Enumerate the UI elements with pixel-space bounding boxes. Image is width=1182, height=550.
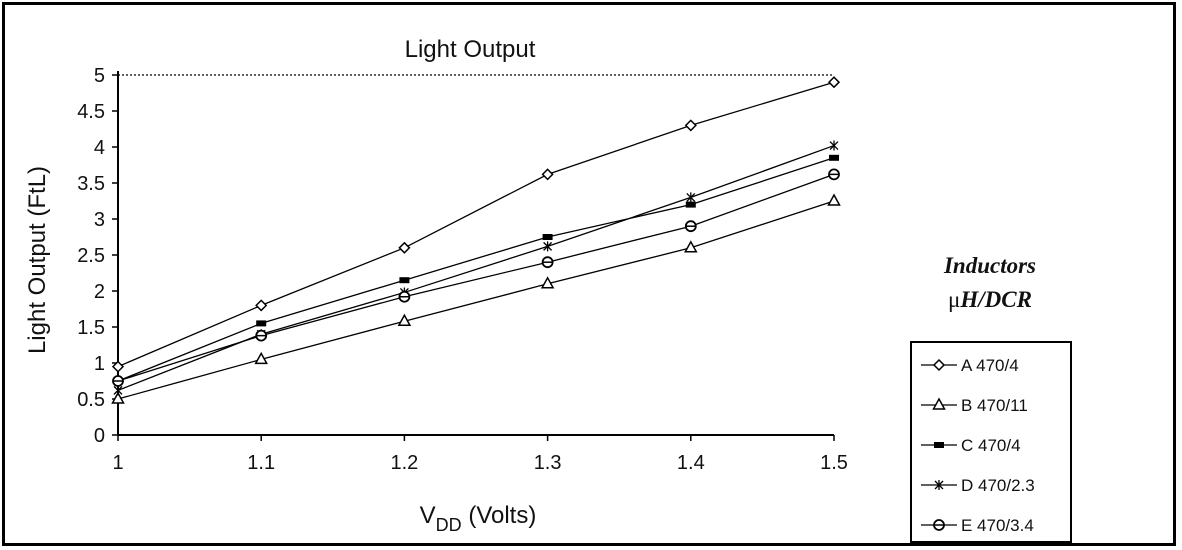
point-b <box>684 240 698 253</box>
point-c <box>256 320 267 327</box>
x-axis-label-rest: (Volts) <box>462 502 537 529</box>
point-e <box>112 375 124 387</box>
legend-label: D 470/2.3 <box>961 476 1035 495</box>
x-tick-label: 1.3 <box>534 452 562 474</box>
legend-label: C 470/4 <box>961 436 1021 455</box>
legend-marker-e <box>933 519 945 531</box>
light-output-chart: Light Output Light Output (FtL) VDD (Vol… <box>24 36 1072 543</box>
point-d <box>686 192 696 203</box>
legend-label: E 470/3.4 <box>961 516 1034 535</box>
y-tick-label: 4.5 <box>77 101 105 123</box>
series-line-d <box>117 144 835 391</box>
x-tick-label: 1.4 <box>677 452 705 474</box>
legend-marker-b <box>932 397 946 410</box>
y-tick-label: 4 <box>94 137 105 159</box>
y-tick-label: 3 <box>94 209 105 231</box>
x-axis-label-main: V <box>420 502 436 529</box>
series-line-b <box>117 200 835 400</box>
legend-label: A 470/4 <box>961 356 1019 375</box>
point-c <box>542 234 553 240</box>
y-tick-label: 0 <box>94 425 105 447</box>
y-tick-label: 3.5 <box>77 173 105 195</box>
point-d <box>543 241 553 252</box>
legend-title-line2: μH/DCR <box>948 287 1032 312</box>
point-c <box>685 201 696 208</box>
point-b <box>111 391 125 404</box>
point-a <box>398 241 411 254</box>
point-c <box>399 277 410 284</box>
axes <box>117 71 834 436</box>
x-axis-label: VDD (Volts) <box>420 502 537 535</box>
point-a <box>827 76 841 89</box>
series-line-a <box>117 81 835 368</box>
ticks: 0 0.5 1 1.5 2 2.5 3 3.5 4 4.5 5 1 1.1 1.2 1.3 1.4 1.5 <box>77 65 848 474</box>
series-a <box>111 76 841 373</box>
point-b <box>827 193 841 206</box>
series-layer <box>111 76 841 404</box>
x-tick-label: 1.1 <box>247 452 275 474</box>
legend-item-d: D 470/2.3 <box>921 476 1035 495</box>
y-tick-label: 2.5 <box>77 245 105 267</box>
y-tick-label: 1.5 <box>77 317 105 339</box>
legend-marker-c <box>934 442 944 448</box>
x-tick-label: 1.5 <box>820 452 848 474</box>
point-d <box>113 385 123 396</box>
point-e <box>828 168 840 181</box>
point-b <box>397 313 412 326</box>
point-a <box>111 360 125 373</box>
point-a <box>684 119 697 132</box>
legend-marker-d <box>934 480 944 490</box>
y-tick-label: 1 <box>94 353 105 375</box>
point-e <box>684 220 697 233</box>
point-e <box>255 329 268 342</box>
legend-label: B 470/11 <box>961 396 1028 415</box>
legend-item-c: C 470/4 <box>921 436 1021 455</box>
x-tick-label: 1.2 <box>390 452 418 474</box>
y-axis-label: Light Output (FtL) <box>24 166 51 354</box>
legend: A 470/4 B 470/11 C 470/4 D 470/2.3 E 470/3.4 <box>921 356 1035 535</box>
point-c <box>829 154 839 161</box>
point-d <box>829 140 839 151</box>
x-tick-label: 1 <box>112 452 123 474</box>
series-e <box>112 168 840 387</box>
y-tick-label: 5 <box>94 65 105 87</box>
point-e <box>398 290 411 303</box>
y-tick-label: 2 <box>94 281 105 303</box>
series-d <box>113 140 839 396</box>
legend-item-b: B 470/11 <box>921 396 1028 415</box>
point-b <box>254 351 268 365</box>
legend-item-e: E 470/3.4 <box>921 516 1034 535</box>
x-axis-label-sub: DD <box>436 515 462 535</box>
point-a <box>255 299 268 312</box>
chart-title: Light Output <box>405 36 536 63</box>
legend-marker-a <box>932 358 946 372</box>
series-line-c <box>117 157 835 382</box>
point-b <box>540 276 555 289</box>
point-a <box>541 168 554 181</box>
y-tick-label: 0.5 <box>77 389 105 411</box>
series-line-e <box>117 173 835 382</box>
legend-item-a: A 470/4 <box>921 356 1019 375</box>
point-e <box>541 256 554 269</box>
series-b <box>111 193 841 404</box>
legend-title-mu: μ <box>948 287 960 312</box>
legend-title-line1: Inductors <box>943 253 1036 278</box>
legend-title-rest: H/DCR <box>959 287 1032 312</box>
